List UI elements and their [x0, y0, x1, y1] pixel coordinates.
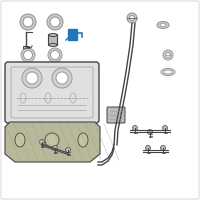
Circle shape [52, 146, 58, 150]
Circle shape [56, 72, 68, 84]
Circle shape [48, 48, 62, 62]
FancyBboxPatch shape [23, 46, 29, 50]
Circle shape [66, 148, 70, 152]
FancyBboxPatch shape [107, 107, 125, 123]
Circle shape [132, 126, 138, 130]
Ellipse shape [78, 133, 88, 147]
Ellipse shape [49, 33, 57, 36]
Circle shape [47, 14, 63, 30]
Ellipse shape [49, 44, 57, 46]
Circle shape [26, 72, 38, 84]
Circle shape [21, 48, 35, 62]
Ellipse shape [157, 21, 169, 28]
Ellipse shape [15, 133, 25, 147]
Circle shape [20, 14, 36, 30]
Circle shape [148, 130, 153, 134]
Circle shape [50, 17, 60, 27]
Circle shape [23, 17, 33, 27]
Ellipse shape [161, 68, 175, 75]
Circle shape [22, 68, 42, 88]
Circle shape [166, 52, 170, 58]
Circle shape [160, 146, 166, 150]
FancyBboxPatch shape [48, 34, 58, 46]
Polygon shape [5, 122, 100, 162]
Ellipse shape [45, 133, 59, 147]
Circle shape [162, 126, 168, 130]
Circle shape [127, 13, 137, 23]
Circle shape [130, 16, 134, 21]
Circle shape [40, 140, 44, 144]
Circle shape [52, 68, 72, 88]
Circle shape [146, 146, 151, 150]
Circle shape [163, 50, 173, 60]
Circle shape [24, 50, 32, 60]
Circle shape [50, 50, 60, 60]
FancyBboxPatch shape [68, 29, 78, 40]
Ellipse shape [164, 70, 172, 74]
Ellipse shape [160, 23, 166, 26]
FancyBboxPatch shape [5, 62, 99, 123]
